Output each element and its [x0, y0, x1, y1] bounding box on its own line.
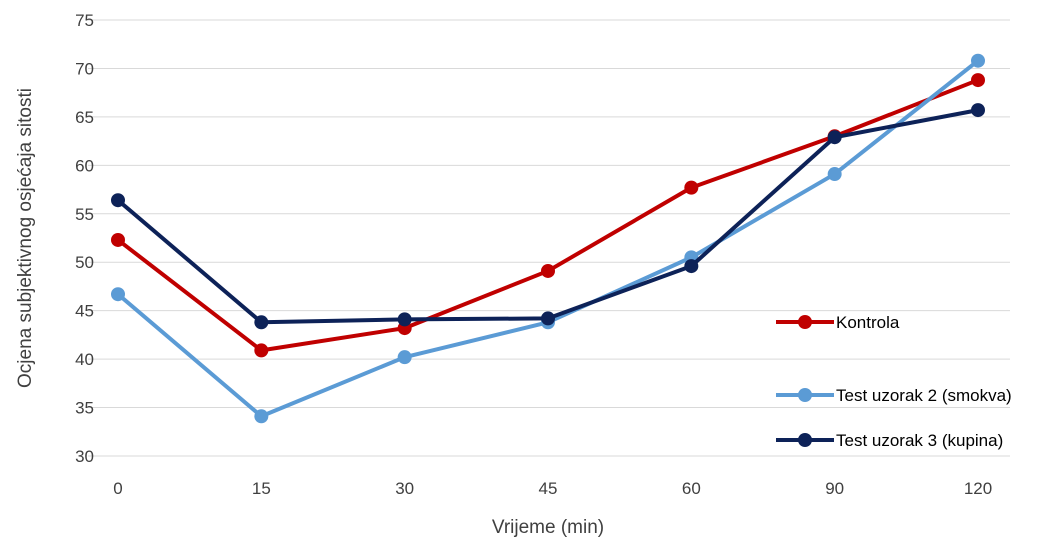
data-point — [254, 409, 269, 424]
data-point — [111, 193, 125, 208]
y-tick-label: 65 — [75, 108, 94, 127]
x-tick-label: 60 — [682, 479, 701, 498]
legend-item: Kontrola — [776, 313, 900, 332]
data-point — [971, 103, 985, 118]
data-point — [254, 343, 269, 358]
legend-item: Test uzorak 2 (smokva) — [776, 386, 1012, 405]
y-tick-label: 70 — [75, 59, 94, 78]
x-axis-title: Vrijeme (min) — [492, 517, 604, 538]
y-tick-label: 30 — [75, 447, 94, 466]
y-axis-title: Ocjena subjektivnog osjećaja sitosti — [15, 88, 36, 388]
data-point — [827, 167, 842, 182]
y-tick-label: 50 — [75, 253, 94, 272]
data-point — [111, 232, 125, 247]
data-point — [827, 130, 842, 145]
y-axis-ticks: 30 35 40 45 50 55 60 65 70 75 — [75, 11, 94, 466]
legend-label: Test uzorak 3 (kupina) — [836, 431, 1003, 450]
legend-swatch-marker — [798, 388, 812, 402]
x-tick-label: 15 — [252, 479, 271, 498]
series-line — [116, 108, 980, 325]
legend-label: Test uzorak 2 (smokva) — [836, 386, 1012, 405]
legend: Kontrola Test uzorak 2 (smokva) Test uzora… — [776, 313, 1012, 450]
y-tick-label: 75 — [75, 11, 94, 30]
legend-swatch-marker — [798, 433, 812, 447]
x-axis-ticks: 0 15 30 45 60 90 120 — [113, 479, 992, 498]
x-tick-label: 45 — [539, 479, 558, 498]
gridlines — [88, 19, 1010, 457]
data-point — [971, 53, 985, 68]
x-tick-label: 120 — [964, 479, 992, 498]
x-tick-label: 90 — [825, 479, 844, 498]
series-3 — [111, 103, 985, 330]
x-tick-label: 30 — [395, 479, 414, 498]
series-2 — [111, 53, 985, 424]
y-tick-label: 40 — [75, 350, 94, 369]
legend-label: Kontrola — [836, 313, 900, 332]
data-point — [254, 315, 269, 330]
legend-swatch-marker — [798, 315, 812, 329]
y-tick-label: 35 — [75, 399, 94, 418]
data-point — [397, 312, 412, 327]
data-point — [684, 259, 699, 274]
legend-item: Test uzorak 3 (kupina) — [776, 431, 1003, 450]
data-point — [541, 311, 555, 326]
y-tick-label: 60 — [75, 156, 94, 175]
series-group — [111, 53, 985, 424]
data-point — [684, 180, 699, 195]
data-point — [971, 73, 985, 88]
y-tick-label: 45 — [75, 302, 94, 321]
y-tick-label: 55 — [75, 205, 94, 224]
data-point — [111, 287, 125, 302]
series-line — [116, 58, 980, 419]
x-tick-label: 0 — [113, 479, 122, 498]
data-point — [541, 263, 555, 278]
data-point — [397, 350, 412, 365]
